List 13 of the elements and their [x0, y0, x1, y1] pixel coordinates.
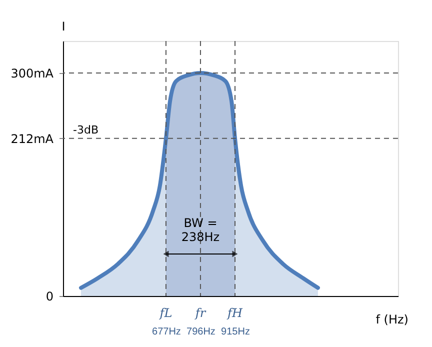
x-tick-label: 677Hz [152, 326, 181, 338]
y-tick-label: 300mA [10, 66, 54, 80]
y-tick-label: 0 [46, 290, 54, 304]
x-axis-title: f (Hz) [376, 312, 408, 326]
annotation: fL [158, 306, 172, 320]
y-axis-title: I [62, 20, 66, 34]
x-tick-label: 915Hz [221, 326, 250, 338]
x-tick-label: 796Hz [186, 326, 216, 338]
annotation: fH [226, 306, 243, 320]
annotation: BW = 238Hz [181, 216, 220, 244]
ref-line-label: -3dB [73, 123, 98, 136]
y-tick-label: 212mA [10, 132, 54, 146]
annotation: fr [194, 306, 207, 320]
